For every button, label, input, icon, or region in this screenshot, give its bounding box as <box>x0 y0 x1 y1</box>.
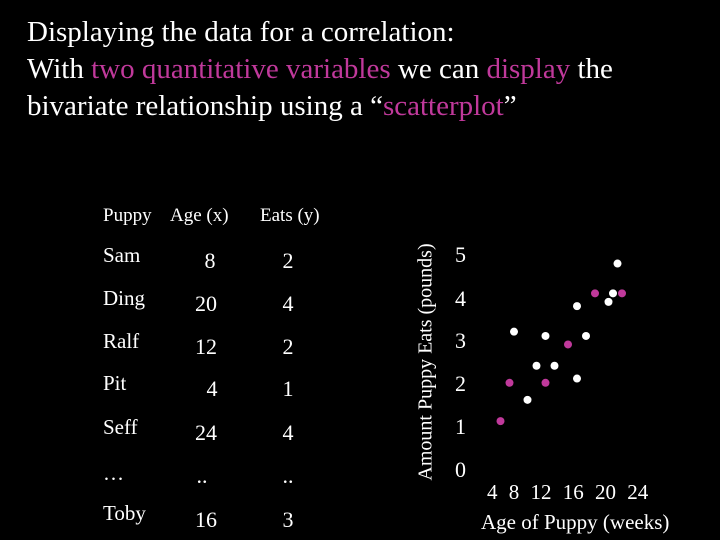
row-name: Ralf <box>103 329 140 353</box>
scatter-point <box>573 302 581 311</box>
row-eats: 1 <box>282 376 294 401</box>
y-tick-label: 1 <box>455 414 466 439</box>
title-line-2: With two quantitative variables we can d… <box>27 53 613 85</box>
row-eats: 3 <box>282 507 294 532</box>
scatter-point <box>604 297 613 306</box>
scatter-point <box>496 417 505 426</box>
row-age: 20 <box>195 291 217 316</box>
row-age: .. <box>196 463 208 488</box>
row-age: 4 <box>206 376 218 401</box>
scatter-point <box>523 395 532 404</box>
row-eats: 4 <box>282 420 294 445</box>
row-eats: 4 <box>282 291 294 316</box>
y-tick-label: 5 <box>455 242 466 267</box>
y-tick-label: 2 <box>455 371 466 396</box>
header-puppy: Puppy <box>103 205 152 226</box>
row-name: … <box>103 461 124 485</box>
y-tick-label: 3 <box>455 328 466 353</box>
row-age: 24 <box>195 420 217 445</box>
row-eats: 2 <box>282 248 294 273</box>
row-age: 12 <box>195 334 217 359</box>
scatter-point <box>582 331 590 340</box>
highlight-display: display <box>486 53 571 85</box>
row-name: Toby <box>103 501 146 525</box>
highlight-two-quantitative-variables: two quantitative variables <box>91 53 391 85</box>
scatter-point <box>550 361 559 370</box>
highlight-scatterplot: scatterplot <box>382 90 504 122</box>
row-eats: 2 <box>282 334 294 359</box>
row-age: 16 <box>195 507 217 532</box>
row-name: Sam <box>103 243 141 267</box>
scatter-point <box>505 378 514 387</box>
scatter-point <box>564 340 572 349</box>
scatter-point <box>573 374 581 383</box>
y-tick-label: 0 <box>455 457 466 482</box>
scatter-point <box>618 289 626 298</box>
header-age: Age (x) <box>170 205 229 226</box>
row-name: Ding <box>103 286 145 310</box>
row-name: Pit <box>103 371 127 395</box>
scatter-point <box>541 331 550 340</box>
row-age: 8 <box>204 248 216 273</box>
slide-title: Displaying the data for a correlation: W… <box>27 14 707 125</box>
x-tick-labels: 4 8 12 16 20 24 <box>487 480 649 504</box>
title-line-3: bivariate relationship using a “scatterp… <box>27 90 517 122</box>
title-line-1: Displaying the data for a correlation: <box>27 16 455 48</box>
scatter-point <box>613 259 622 268</box>
row-eats: .. <box>282 463 294 488</box>
scatter-point <box>609 289 617 298</box>
row-name: Seff <box>103 415 138 439</box>
header-eats: Eats (y) <box>260 205 320 226</box>
x-axis-label: Age of Puppy (weeks) <box>481 510 670 534</box>
scatter-point <box>591 289 599 298</box>
scatter-point <box>532 361 541 370</box>
y-tick-label: 4 <box>455 286 466 311</box>
scatter-point <box>510 327 518 336</box>
scatter-point <box>541 378 550 387</box>
